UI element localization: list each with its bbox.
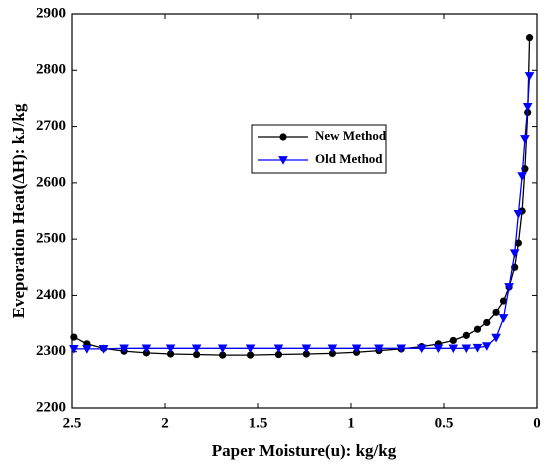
marker (513, 209, 524, 219)
marker (524, 72, 535, 81)
marker (491, 333, 501, 343)
plot-frame (71, 13, 538, 409)
marker (98, 345, 109, 354)
series-line (73, 37, 531, 356)
marker (69, 345, 79, 354)
marker (328, 349, 336, 358)
marker (514, 239, 523, 247)
x-tick-label: 1.5 (249, 415, 268, 431)
marker (351, 344, 362, 354)
marker (461, 344, 472, 354)
marker (82, 345, 92, 354)
marker (416, 344, 427, 354)
marker (483, 318, 491, 327)
marker (433, 344, 444, 354)
y-tick-label: 2200 (36, 399, 66, 415)
x-tick-label: 1 (347, 415, 355, 431)
marker (492, 308, 500, 316)
legend-marker (279, 133, 287, 141)
marker (245, 344, 256, 354)
marker (499, 297, 508, 305)
marker (498, 314, 509, 323)
y-tick-label: 2600 (36, 174, 66, 190)
marker (219, 351, 227, 359)
marker (302, 350, 310, 358)
marker (273, 344, 284, 354)
y-tick-label: 2500 (36, 231, 66, 247)
marker (301, 344, 312, 354)
y-tick-label: 2400 (36, 287, 66, 303)
marker (481, 342, 492, 351)
y-tick-label: 2300 (36, 343, 66, 359)
marker (396, 344, 407, 354)
marker (449, 336, 457, 345)
marker (327, 344, 338, 354)
marker (525, 34, 534, 42)
x-tick-label: 0 (533, 415, 541, 431)
marker (462, 331, 470, 339)
x-tick-label: 2 (161, 415, 169, 431)
y-tick-label: 2900 (36, 5, 66, 21)
marker (217, 344, 228, 354)
marker (193, 350, 201, 359)
x-tick-label: 2.5 (63, 415, 82, 431)
y-axis-label: Eveporation Heat(ΔH): kJ/kg (9, 103, 28, 318)
marker (473, 325, 482, 333)
legend-box (251, 124, 387, 174)
marker (472, 343, 483, 353)
marker (448, 344, 459, 354)
y-tick-label: 2700 (36, 118, 66, 134)
marker (522, 103, 533, 112)
legend-marker (278, 156, 288, 165)
series-line (73, 75, 531, 350)
marker (504, 283, 514, 292)
marker (165, 344, 176, 354)
y-tick-label: 2800 (36, 62, 66, 78)
marker (70, 333, 78, 341)
marker (517, 172, 527, 181)
x-axis-label: Paper Moisture(u): kg/kg (212, 441, 397, 460)
legend-label: New Method (315, 128, 387, 143)
marker (141, 344, 152, 354)
marker (119, 344, 129, 354)
marker (520, 135, 530, 144)
marker (191, 344, 202, 354)
marker (246, 351, 255, 359)
legend-label: Old Method (315, 151, 383, 166)
marker (274, 350, 283, 359)
marker (374, 344, 384, 354)
x-tick-label: 0.5 (435, 415, 454, 431)
marker (166, 350, 175, 358)
marker (509, 249, 520, 259)
